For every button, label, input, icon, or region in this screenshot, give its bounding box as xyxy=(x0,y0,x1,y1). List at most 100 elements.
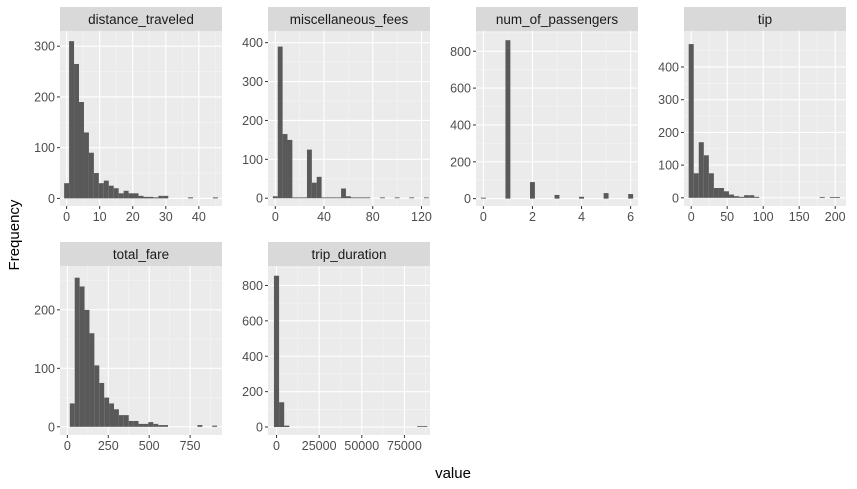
histogram-bar xyxy=(530,182,535,199)
histogram-bar xyxy=(422,426,428,428)
histogram-bar xyxy=(282,134,288,199)
facet-strip xyxy=(684,7,846,31)
histogram-bar xyxy=(94,365,100,427)
histogram-bar xyxy=(297,197,303,199)
y-tick-label: 200 xyxy=(242,385,263,399)
y-tick-label: 200 xyxy=(34,90,55,104)
histogram-bar xyxy=(834,197,840,198)
histogram-bar xyxy=(138,195,144,199)
histogram-bar xyxy=(718,188,724,198)
x-tick-label: 200 xyxy=(825,210,846,224)
x-tick-label: 250 xyxy=(98,439,119,453)
y-tick-label: 400 xyxy=(242,36,263,50)
histogram-bar xyxy=(197,425,203,427)
histogram-bar xyxy=(350,197,356,199)
histogram-bar xyxy=(326,197,332,199)
histogram-bar xyxy=(579,196,584,199)
histogram-bar xyxy=(306,149,312,199)
histogram-bar xyxy=(708,173,714,198)
histogram-bar xyxy=(104,397,110,427)
histogram-bar xyxy=(341,188,346,199)
histogram-bar xyxy=(74,63,80,199)
y-axis-title: Frequency xyxy=(6,199,23,270)
histogram-bar xyxy=(409,197,415,199)
histogram-bar xyxy=(355,197,361,199)
facet-strip xyxy=(60,242,222,266)
y-tick-label: 600 xyxy=(242,314,263,328)
histogram-bar xyxy=(311,182,317,199)
y-tick-label: 200 xyxy=(450,155,471,169)
histogram-bar xyxy=(163,195,169,199)
facet-strip xyxy=(60,7,222,31)
y-tick-label: 400 xyxy=(242,350,263,364)
histogram-bar xyxy=(360,197,366,199)
histogram-bar xyxy=(148,196,154,199)
histogram-bar xyxy=(279,402,285,428)
histogram-bar xyxy=(273,275,280,428)
x-tick-label: 0 xyxy=(272,210,279,224)
facet-strip xyxy=(476,7,638,31)
histogram-bar xyxy=(739,196,745,198)
x-axis-title: value xyxy=(435,465,471,482)
facet-miscellaneous-fees: miscellaneous_fees 0 40 80 120 0 100 200 300 400 xyxy=(242,7,432,224)
x-tick-label: 80 xyxy=(366,210,380,224)
y-tick-label: 0 xyxy=(256,192,263,206)
histogram-bar xyxy=(749,195,755,198)
histogram-bar xyxy=(163,425,168,427)
x-tick-label: 2 xyxy=(529,210,536,224)
x-tick-label: 20 xyxy=(126,210,140,224)
histogram-bar xyxy=(114,409,119,427)
histogram-bar xyxy=(128,193,134,199)
histogram-bar xyxy=(103,180,109,199)
histogram-bar xyxy=(316,176,322,199)
histogram-bar xyxy=(93,173,99,199)
histogram-bar xyxy=(98,183,104,199)
y-tick-label: 800 xyxy=(450,45,471,59)
histogram-bar xyxy=(158,195,164,199)
histogram-bar xyxy=(829,197,835,198)
histogram-bar xyxy=(153,197,159,199)
facet-num-of-passengers: num_of_passengers 0 2 4 6 0 200 400 600 800 xyxy=(450,7,638,224)
histogram-bar xyxy=(143,423,149,427)
y-tick-label: 200 xyxy=(242,114,263,128)
histogram-bar xyxy=(109,403,114,427)
y-tick-label: 100 xyxy=(34,141,55,155)
histogram-bar xyxy=(365,197,371,199)
histogram-bar xyxy=(292,197,298,199)
panel-background xyxy=(268,31,430,206)
facet-strip xyxy=(268,242,430,266)
histogram-bar xyxy=(69,403,75,427)
histogram-bar xyxy=(148,422,154,427)
histogram-bar xyxy=(212,197,218,199)
histogram-bar xyxy=(69,41,75,199)
x-tick-label: 100 xyxy=(753,210,774,224)
histogram-bar xyxy=(603,193,609,199)
histogram-bar xyxy=(133,193,139,199)
histogram-bar xyxy=(744,195,750,198)
histogram-bar xyxy=(819,197,825,198)
histogram-bar xyxy=(336,197,342,199)
y-tick-label: 0 xyxy=(256,421,263,435)
x-tick-label: 150 xyxy=(789,210,810,224)
histogram-bar xyxy=(754,196,760,198)
facet-title: miscellaneous_fees xyxy=(290,12,409,27)
facet-trip-duration: trip_duration 0 25000 50000 75000 0 200 400 600 8… xyxy=(242,242,430,453)
x-tick-label: 0 xyxy=(63,210,70,224)
facet-title: distance_traveled xyxy=(88,12,194,27)
histogram-bar xyxy=(331,197,337,199)
histogram-bar xyxy=(321,197,327,199)
histogram-bar xyxy=(698,142,704,198)
facet-strip xyxy=(268,7,430,31)
histogram-bar xyxy=(713,188,719,198)
x-tick-label: 40 xyxy=(192,210,206,224)
histogram-bar xyxy=(153,423,159,427)
histogram-bar xyxy=(272,196,278,199)
histogram-bar xyxy=(505,40,511,199)
y-tick-label: 600 xyxy=(450,82,471,96)
histogram-bar xyxy=(138,423,144,427)
x-tick-label: 4 xyxy=(578,210,585,224)
y-tick-label: 100 xyxy=(242,153,263,167)
histogram-bar xyxy=(108,185,114,199)
histogram-bar xyxy=(480,197,486,199)
